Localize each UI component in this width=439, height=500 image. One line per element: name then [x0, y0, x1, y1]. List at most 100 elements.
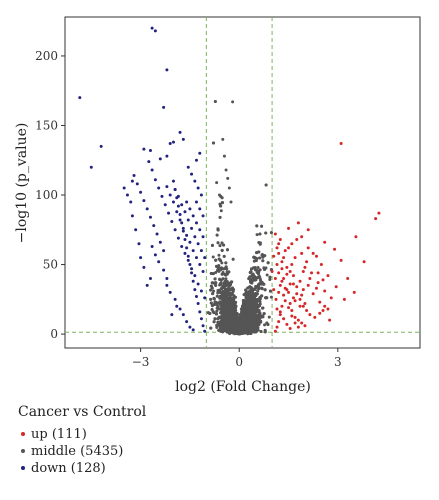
data-point	[219, 204, 223, 208]
data-point	[266, 322, 270, 326]
data-point	[217, 257, 221, 261]
data-point	[257, 304, 261, 308]
data-point	[255, 224, 259, 228]
data-point	[227, 270, 231, 274]
data-point	[259, 329, 263, 333]
data-point	[211, 255, 215, 259]
data-point	[224, 261, 228, 265]
data-point	[209, 288, 213, 292]
data-point	[209, 326, 213, 330]
data-point	[212, 296, 216, 300]
plot-panel	[64, 16, 421, 349]
data-point	[217, 264, 221, 268]
data-point	[219, 278, 223, 282]
data-point	[222, 243, 226, 247]
data-point	[224, 277, 228, 281]
data-point	[254, 292, 258, 296]
data-point	[220, 297, 224, 301]
data-point	[209, 301, 213, 305]
data-point	[218, 215, 222, 219]
data-point	[223, 272, 227, 276]
data-point	[221, 300, 225, 304]
data-point	[214, 312, 218, 316]
data-point	[214, 271, 218, 275]
data-points	[78, 26, 381, 336]
data-point	[260, 224, 264, 228]
data-point	[210, 243, 214, 247]
data-point	[217, 253, 221, 257]
data-point	[209, 297, 213, 301]
data-point	[263, 330, 267, 334]
data-point	[213, 99, 217, 103]
data-point	[261, 306, 265, 310]
data-point	[251, 292, 255, 296]
data-point	[265, 273, 269, 277]
data-point	[256, 289, 260, 293]
data-point	[218, 244, 222, 248]
data-point	[263, 254, 267, 258]
data-point	[220, 287, 224, 290]
data-point	[223, 279, 227, 283]
data-point	[258, 241, 262, 245]
data-point	[220, 248, 224, 252]
data-point	[256, 314, 260, 318]
data-point	[211, 141, 215, 145]
data-point	[220, 241, 224, 245]
data-point	[221, 271, 225, 275]
data-point	[210, 286, 214, 290]
data-point	[261, 259, 265, 263]
data-point	[214, 283, 218, 287]
data-point	[253, 287, 257, 291]
data-point	[222, 254, 226, 258]
data-point	[215, 309, 219, 313]
data-point	[258, 256, 262, 260]
data-point	[260, 286, 264, 290]
data-point	[258, 312, 262, 316]
data-point	[244, 288, 248, 292]
data-point	[212, 289, 216, 293]
data-point	[216, 291, 220, 295]
data-point	[216, 241, 220, 245]
data-point	[248, 271, 252, 275]
data-point	[264, 183, 268, 187]
data-point	[231, 257, 235, 261]
data-point	[252, 259, 256, 263]
series-middle	[206, 99, 273, 336]
data-point	[268, 275, 272, 279]
data-point	[215, 294, 219, 298]
data-point	[227, 281, 231, 285]
data-point	[222, 267, 226, 271]
data-point	[220, 201, 224, 205]
data-point	[209, 271, 213, 275]
data-point	[269, 295, 273, 299]
data-point	[265, 296, 269, 300]
data-point	[213, 277, 217, 281]
data-point	[268, 278, 272, 282]
data-point	[213, 317, 217, 321]
data-point	[262, 267, 266, 271]
data-point	[269, 231, 273, 235]
data-point	[216, 228, 220, 232]
data-point	[266, 261, 270, 265]
data-point	[224, 265, 228, 269]
data-point	[268, 289, 272, 293]
data-point	[220, 305, 224, 309]
data-point	[259, 320, 263, 324]
data-point	[251, 272, 255, 276]
data-point	[256, 266, 260, 270]
data-point	[218, 307, 222, 311]
data-point	[215, 181, 219, 185]
data-point	[220, 196, 224, 200]
data-point	[212, 320, 216, 324]
data-point	[263, 323, 267, 327]
data-point	[215, 233, 219, 237]
data-point	[223, 310, 227, 314]
data-point	[260, 253, 264, 257]
data-point	[214, 301, 218, 305]
data-point	[229, 287, 233, 291]
data-point	[267, 315, 271, 319]
data-point	[206, 311, 210, 315]
data-point	[264, 231, 268, 235]
